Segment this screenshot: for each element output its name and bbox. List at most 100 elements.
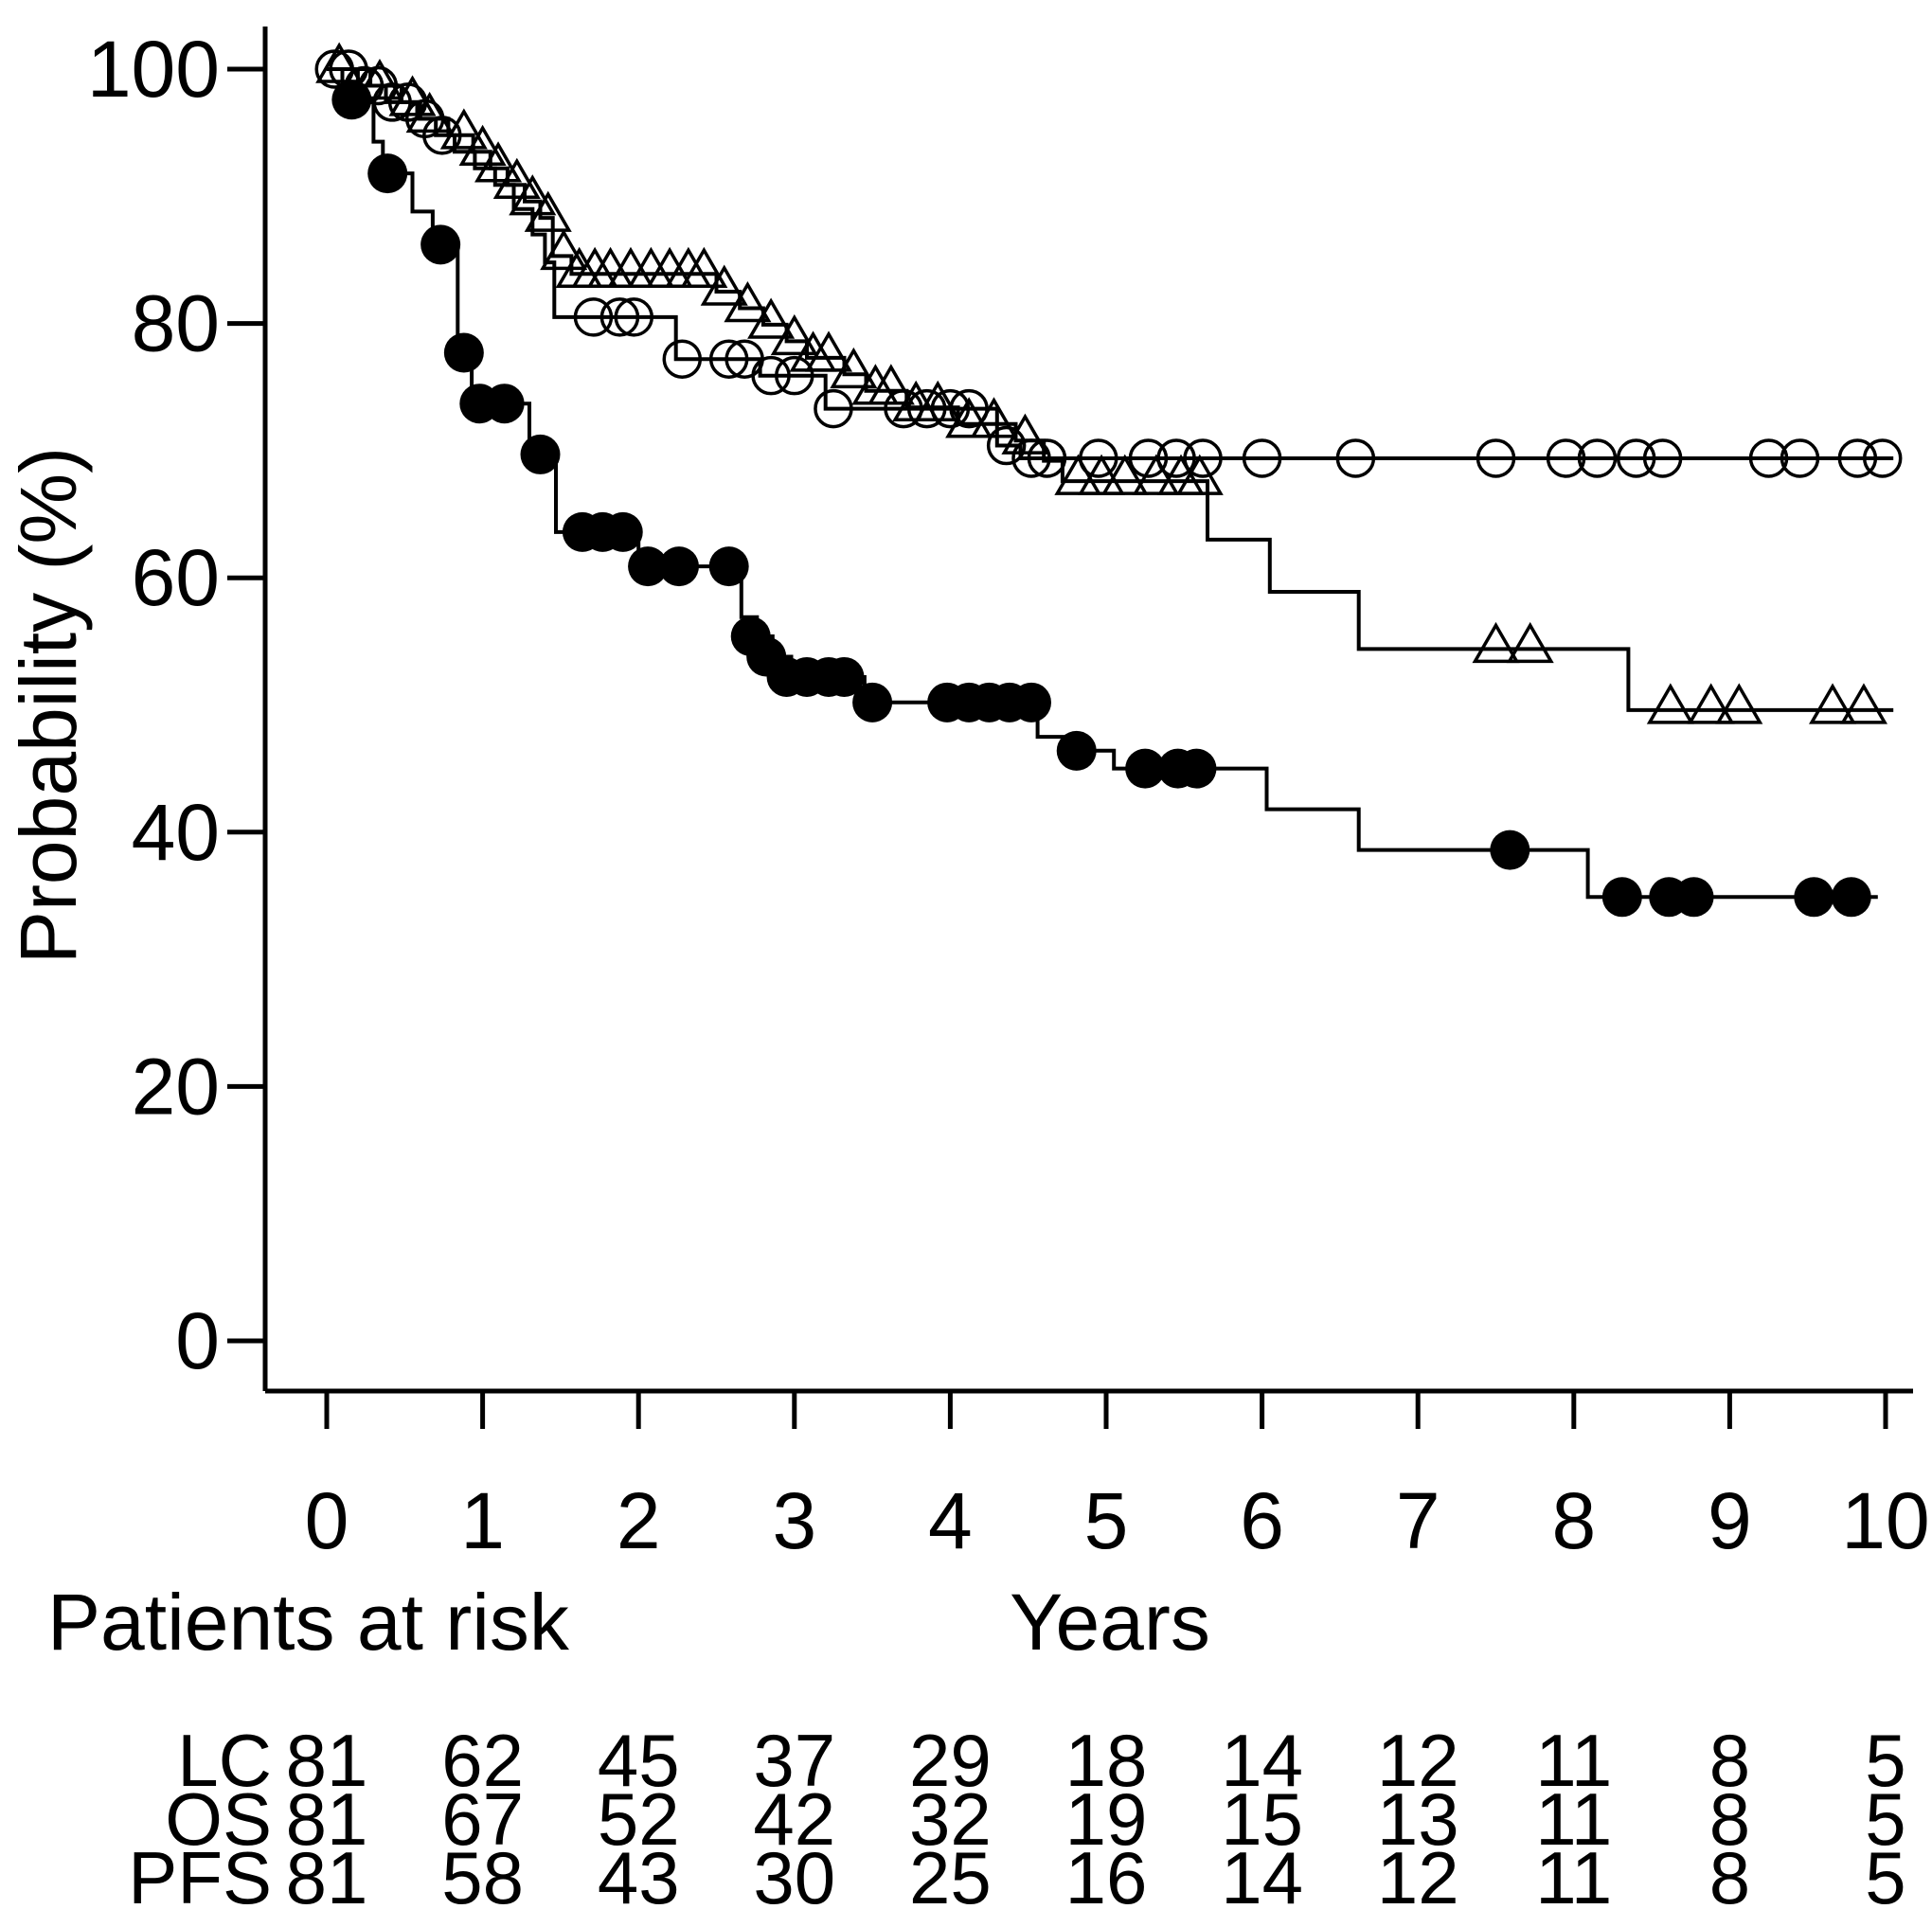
- os-censor-marker: [474, 141, 523, 183]
- lc-curve: [327, 67, 1894, 460]
- lc-censor-marker: [906, 388, 947, 429]
- os-curve: [327, 67, 1894, 712]
- os-censor-marker: [405, 91, 454, 134]
- pfs-censor-marker: [1673, 877, 1714, 918]
- risk-count: 5: [1865, 1777, 1905, 1861]
- os-censor-marker: [914, 380, 962, 421]
- y-axis-title: Probability (%): [4, 447, 93, 964]
- x-tick-label: 6: [1240, 1476, 1284, 1565]
- x-tick-label: 9: [1708, 1476, 1752, 1565]
- risk-table: LC 81 62 45 37 29 18 14 12 11 8 5 OS 81 67 52 42 32 19 15 13…: [128, 1719, 1905, 1919]
- lc-censor-marker: [1577, 438, 1618, 478]
- x-tick-label: 0: [305, 1476, 349, 1565]
- lc-censor-marker: [1027, 438, 1067, 478]
- x-tick-label: 2: [617, 1476, 661, 1565]
- pfs-censor-marker: [602, 511, 643, 552]
- risk-count: 29: [909, 1719, 992, 1802]
- x-tick-label: 4: [928, 1476, 973, 1565]
- risk-count: 45: [598, 1719, 680, 1802]
- pfs-censor-marker: [852, 682, 893, 723]
- pfs-censor-marker: [520, 434, 561, 474]
- risk-count: 81: [286, 1777, 368, 1861]
- risk-count: 14: [1221, 1719, 1303, 1802]
- lc-censor-marker: [986, 425, 1027, 466]
- risk-count: 11: [1535, 1777, 1612, 1861]
- os-censor-marker: [1715, 683, 1763, 724]
- lc-censor-marker: [814, 388, 853, 429]
- os-censor-marker: [458, 124, 507, 167]
- risk-count: 5: [1865, 1719, 1905, 1802]
- os-censor-marker: [1646, 683, 1694, 724]
- pfs-censor-marker: [443, 332, 484, 373]
- pfs-censor-marker: [1011, 682, 1051, 723]
- os-censor-marker: [355, 58, 403, 100]
- lc-censor-marker: [1128, 438, 1169, 478]
- risk-count: 43: [598, 1836, 680, 1919]
- risk-count: 58: [441, 1836, 524, 1919]
- pfs-curve: [327, 67, 1878, 900]
- risk-count: 42: [753, 1777, 835, 1861]
- os-censor-marker: [1809, 683, 1857, 724]
- risk-count: 11: [1535, 1719, 1612, 1802]
- risk-count: 12: [1377, 1719, 1459, 1802]
- pfs-censor-marker: [420, 224, 461, 265]
- x-axis: 0 1 2 3 4 5 6 7 8 9 10: [265, 1388, 1930, 1565]
- risk-count: 52: [598, 1777, 680, 1861]
- lc-censor-marker: [1837, 438, 1878, 478]
- lc-censor-marker: [599, 297, 640, 337]
- risk-count: 13: [1377, 1777, 1459, 1861]
- os-censor-marker: [1472, 621, 1520, 664]
- y-tick-label: 60: [132, 533, 220, 622]
- risk-count: 8: [1709, 1719, 1750, 1802]
- lc-censor-marker: [1546, 438, 1586, 478]
- os-censor-marker: [439, 108, 488, 150]
- os-censor-marker: [1839, 683, 1887, 724]
- os-censor-marker: [867, 364, 915, 405]
- os-censor-marker: [540, 228, 588, 271]
- risk-count: 81: [286, 1719, 368, 1802]
- pfs-censor-marker: [658, 546, 699, 587]
- y-tick-label: 40: [132, 788, 220, 877]
- pfs-censor-marker: [367, 153, 408, 194]
- risk-count: 12: [1377, 1836, 1459, 1919]
- lc-censor-marker: [614, 297, 654, 337]
- y-tick-label: 0: [175, 1296, 220, 1385]
- risk-count: 16: [1065, 1836, 1148, 1919]
- risk-count: 32: [909, 1777, 992, 1861]
- os-censor-marker: [1078, 454, 1126, 495]
- lc-censor-marker: [1011, 438, 1051, 478]
- pfs-censor-marker: [708, 546, 749, 587]
- pfs-censor-marker: [1056, 730, 1097, 771]
- lc-censor-marker: [662, 339, 703, 379]
- risk-row-label: OS: [165, 1777, 272, 1861]
- risk-count: 11: [1535, 1836, 1612, 1919]
- pfs-censor-marker: [1490, 830, 1530, 870]
- pfs-censor-marker: [331, 80, 372, 120]
- y-tick-label: 80: [132, 279, 220, 368]
- lc-censor-marker: [573, 297, 614, 337]
- lc-censor-marker: [1862, 438, 1903, 478]
- pfs-censor-marker: [1601, 877, 1642, 918]
- lc-censor-marker: [1748, 438, 1789, 478]
- pfs-censor-marker: [1176, 748, 1217, 789]
- os-censor-marker: [1100, 454, 1149, 495]
- os-censor-marker: [1054, 454, 1102, 495]
- lc-censor-marker: [1242, 438, 1282, 478]
- risk-count: 8: [1709, 1836, 1750, 1919]
- os-censor-marker: [1687, 683, 1735, 724]
- y-tick-label: 20: [132, 1042, 220, 1131]
- os-censor-marker: [830, 347, 878, 389]
- risk-table-title: Patients at risk: [47, 1578, 570, 1667]
- censor-markers: [314, 42, 1903, 918]
- lc-censor-marker: [1642, 438, 1683, 478]
- os-censor-marker: [945, 397, 993, 438]
- lc-censor-marker: [1780, 438, 1820, 478]
- pfs-censor-marker: [1125, 748, 1166, 789]
- y-tick-label: 100: [87, 25, 220, 114]
- lc-censor-marker: [775, 355, 814, 396]
- risk-count: 5: [1865, 1836, 1905, 1919]
- os-censor-marker: [388, 75, 437, 116]
- risk-count: 37: [753, 1719, 835, 1802]
